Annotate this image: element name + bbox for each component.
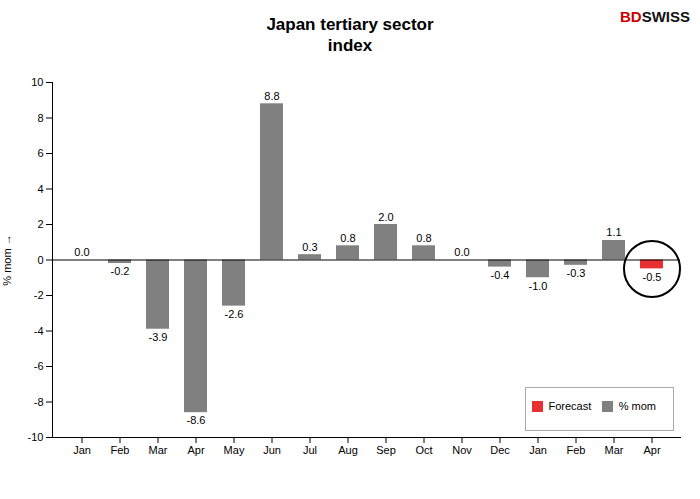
svg-text:4: 4 xyxy=(37,183,43,195)
svg-text:Jan: Jan xyxy=(73,444,91,456)
svg-text:2.0: 2.0 xyxy=(378,211,393,223)
svg-text:-0.5: -0.5 xyxy=(643,271,662,283)
svg-text:-4: -4 xyxy=(34,325,44,337)
svg-text:0.0: 0.0 xyxy=(74,246,89,258)
svg-text:-0.3: -0.3 xyxy=(567,267,586,279)
svg-text:% mom →: % mom → xyxy=(1,234,13,285)
svg-text:0: 0 xyxy=(37,254,43,266)
svg-text:-3.9: -3.9 xyxy=(149,331,168,343)
svg-text:Oct: Oct xyxy=(415,444,432,456)
svg-text:Aug: Aug xyxy=(338,444,358,456)
svg-text:6: 6 xyxy=(37,147,43,159)
svg-text:0.3: 0.3 xyxy=(302,241,317,253)
svg-text:Jun: Jun xyxy=(263,444,281,456)
svg-text:Mar: Mar xyxy=(605,444,624,456)
svg-text:-1.0: -1.0 xyxy=(529,280,548,292)
svg-text:8.8: 8.8 xyxy=(264,90,279,102)
svg-text:Jul: Jul xyxy=(303,444,317,456)
svg-text:-6: -6 xyxy=(34,360,44,372)
svg-text:0.8: 0.8 xyxy=(416,232,431,244)
svg-text:10: 10 xyxy=(31,76,43,88)
html-text:BD SWISS: BD SWISS xyxy=(620,8,690,25)
svg-text:May: May xyxy=(224,444,245,456)
svg-text:Nov: Nov xyxy=(452,444,472,456)
html-text:% mom: % mom xyxy=(618,400,656,412)
svg-text:0.8: 0.8 xyxy=(340,232,355,244)
svg-text:-2: -2 xyxy=(34,289,44,301)
svg-text:1.1: 1.1 xyxy=(606,226,621,238)
svg-text:Apr: Apr xyxy=(643,444,660,456)
html-text:Forecast: Forecast xyxy=(548,400,592,412)
svg-text:Dec: Dec xyxy=(490,444,510,456)
svg-text:Apr: Apr xyxy=(187,444,204,456)
svg-text:Mar: Mar xyxy=(149,444,168,456)
svg-text:2: 2 xyxy=(37,218,43,230)
svg-text:0.0: 0.0 xyxy=(454,246,469,258)
html-text:Japan tertiary sector index: Japan tertiary sector index xyxy=(266,15,434,55)
svg-text:Feb: Feb xyxy=(567,444,586,456)
svg-text:Sep: Sep xyxy=(376,444,396,456)
svg-text:-8.6: -8.6 xyxy=(187,414,206,426)
svg-text:-2.6: -2.6 xyxy=(225,308,244,320)
svg-text:-8: -8 xyxy=(34,396,44,408)
svg-text:-0.2: -0.2 xyxy=(111,265,130,277)
svg-text:Feb: Feb xyxy=(111,444,130,456)
svg-text:-0.4: -0.4 xyxy=(491,269,510,281)
svg-text:Jan: Jan xyxy=(529,444,547,456)
svg-text:-10: -10 xyxy=(28,431,44,443)
svg-text:8: 8 xyxy=(37,112,43,124)
